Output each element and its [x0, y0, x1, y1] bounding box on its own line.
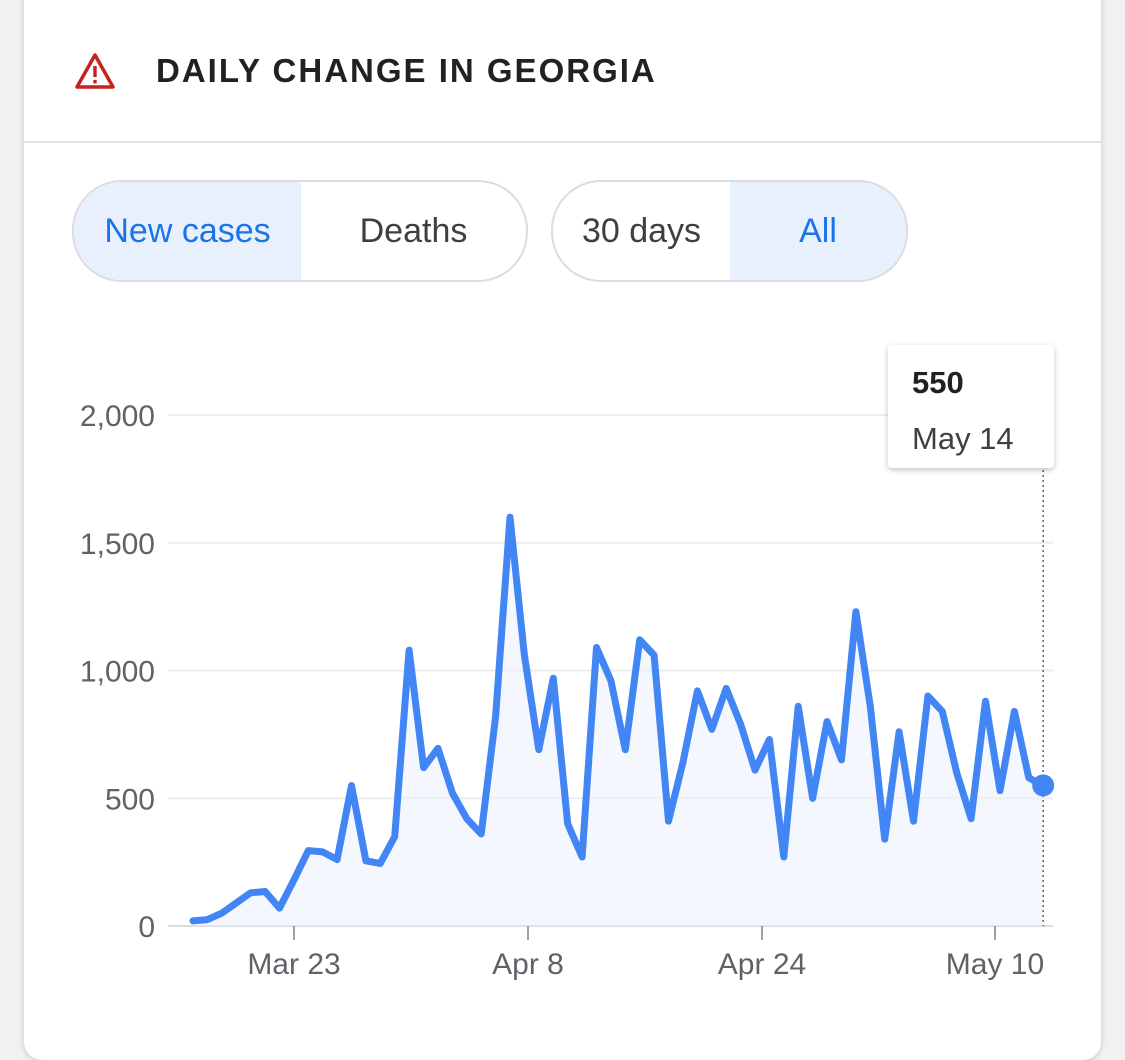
chart-tooltip: 550 May 14 — [888, 345, 1054, 468]
card-header: DAILY CHANGE IN GEORGIA — [24, 0, 1101, 143]
new-cases-tab[interactable]: New cases — [74, 182, 301, 280]
y-tick-label: 2,000 — [80, 400, 155, 433]
x-tick-label: Apr 24 — [718, 948, 806, 981]
range-toggle: 30 days All — [551, 180, 908, 282]
metric-toggle: New cases Deaths — [72, 180, 528, 282]
hover-point — [1032, 774, 1055, 797]
y-tick-label: 0 — [138, 911, 155, 944]
x-tick-label: Apr 8 — [492, 948, 564, 981]
deaths-tab[interactable]: Deaths — [359, 211, 468, 250]
y-tick-label: 500 — [105, 783, 155, 816]
x-tick-label: Mar 23 — [247, 948, 340, 981]
all-tab[interactable]: All — [730, 182, 906, 280]
tooltip-date: May 14 — [912, 421, 1014, 456]
tooltip-value: 550 — [912, 365, 964, 400]
warning-icon — [75, 53, 115, 89]
y-tick-label: 1,000 — [80, 656, 155, 689]
30-days-tab[interactable]: 30 days — [581, 211, 702, 250]
daily-cases-chart[interactable]: 0 500 1,000 1,500 2,000 Mar 23 Apr 8 Apr 24 May … — [0, 0, 1125, 1037]
x-tick-label: May 10 — [946, 948, 1044, 981]
card-title: DAILY CHANGE IN GEORGIA — [156, 52, 657, 89]
y-tick-label: 1,500 — [80, 528, 155, 561]
new-cases-line — [189, 513, 1047, 925]
